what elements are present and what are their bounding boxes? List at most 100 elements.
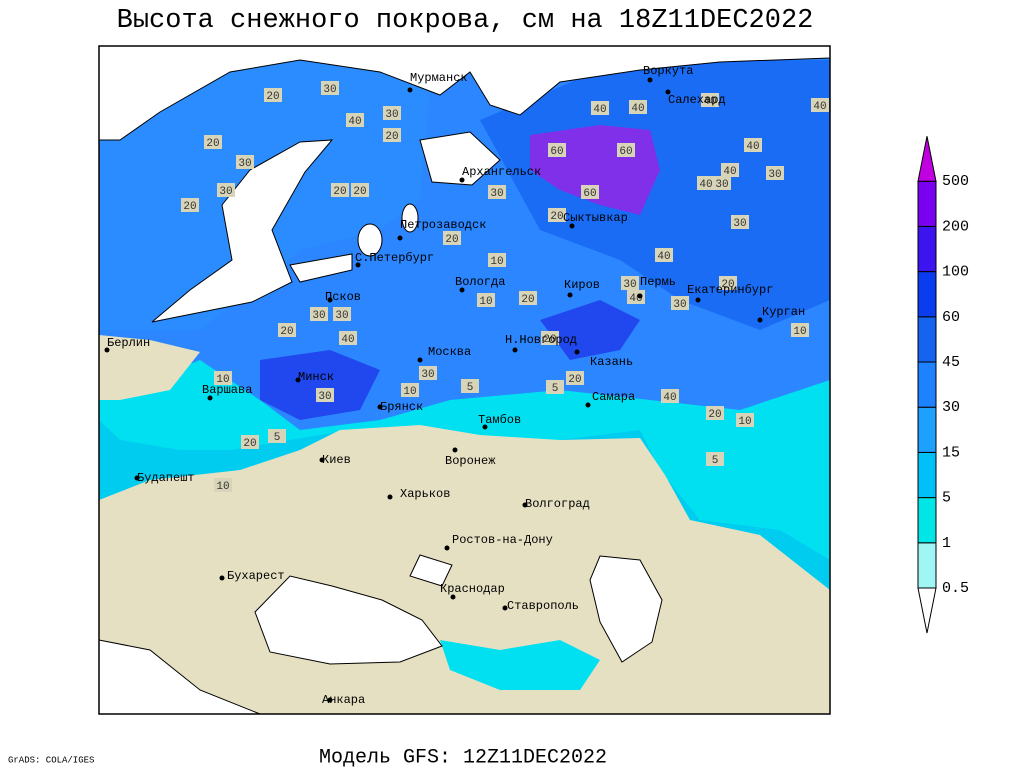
contour-label: 40: [593, 104, 606, 116]
city-dot: [459, 287, 465, 293]
contour-label-box: [791, 323, 809, 337]
contour-label: 10: [479, 296, 492, 308]
city-label: Екатеринбург: [687, 283, 773, 297]
contour-label: 30: [335, 310, 348, 322]
land: [99, 335, 200, 400]
contour-label: 20: [280, 326, 293, 338]
city-dot: [377, 404, 383, 410]
contour-label-box: [419, 366, 437, 380]
colorbar-label: 0.5: [942, 580, 969, 597]
contour-label: 40: [657, 251, 670, 263]
colorbar-label: 5: [942, 490, 951, 507]
contour-label-box: [214, 478, 232, 492]
city-dot: [417, 357, 423, 363]
colorbar-segment: [917, 225, 937, 273]
contour-label-box: [401, 383, 419, 397]
contour-label-box: [581, 185, 599, 199]
contour-label-box: [268, 429, 286, 443]
contour-label: 5: [274, 432, 281, 444]
contour-label: 30: [385, 109, 398, 121]
city-dot: [567, 292, 573, 298]
city-label: Будапешт: [137, 471, 195, 485]
colorbar-segment: [917, 542, 937, 589]
contour-label-box: [488, 185, 506, 199]
contour-label-box: [236, 155, 254, 169]
contour-label-box: [548, 208, 566, 222]
contour-label: 10: [490, 256, 503, 268]
colorbar-label: 100: [942, 264, 969, 281]
city-dot: [104, 347, 110, 353]
city-label: Воркута: [643, 64, 693, 78]
contour-label: 10: [793, 326, 806, 338]
contour-label: 30: [219, 186, 232, 198]
contour-label: 20: [543, 334, 556, 346]
sea: [289, 253, 353, 283]
city-label: Н.Новгород: [505, 333, 577, 347]
contour-label-box: [713, 176, 731, 190]
colorbar-label: 30: [942, 399, 960, 416]
contour-label: 30: [490, 188, 503, 200]
colorbar-segment: [917, 316, 937, 363]
city-dot: [387, 494, 393, 500]
contour-label-box: [321, 81, 339, 95]
contour-label-box: [629, 100, 647, 114]
contour-label: 30: [673, 299, 686, 311]
contour-label: 30: [323, 84, 336, 96]
contour-label-box: [566, 371, 584, 385]
contour-label: 30: [238, 158, 251, 170]
city-dot: [134, 475, 140, 481]
contour-label: 40: [663, 392, 676, 404]
contour-label: 10: [216, 374, 229, 386]
colorbar-label: 15: [942, 444, 960, 461]
contour-label-box: [204, 135, 222, 149]
city-label: Москва: [428, 345, 471, 359]
map-subtitle: Модель GFS: 12Z11DEC2022: [319, 746, 607, 768]
city-dot: [444, 545, 450, 551]
contour-label: 5: [552, 383, 559, 395]
contour-label-box: [766, 166, 784, 180]
map-title: Высота снежного покрова, см на 18Z11DEC2…: [117, 6, 814, 36]
city-dot: [450, 594, 456, 600]
contour-label-box: [721, 163, 739, 177]
contour-label-box: [214, 371, 232, 385]
city-label: Берлин: [107, 336, 150, 350]
city-dot: [637, 293, 643, 299]
city-dot: [502, 605, 508, 611]
contour-label-box: [627, 290, 645, 304]
contour-label: 40: [723, 166, 736, 178]
contour-label-box: [744, 138, 762, 152]
sea: [254, 575, 443, 665]
city-label: Харьков: [400, 487, 450, 501]
city-label: С.Петербург: [355, 251, 434, 265]
contour-label: 60: [583, 188, 596, 200]
contour-label-box: [241, 435, 259, 449]
contour-label-box: [264, 88, 282, 102]
city-dot: [219, 575, 225, 581]
city-label: Минск: [298, 370, 334, 384]
contour-label-box: [351, 183, 369, 197]
contour-label: 30: [715, 179, 728, 191]
contour-label: 20: [266, 91, 279, 103]
city-dot: [397, 235, 403, 241]
city-label: Салехард: [668, 93, 726, 107]
map: [98, 45, 831, 715]
contour-label: 30: [312, 310, 325, 322]
city-label: Петрозаводск: [400, 218, 486, 232]
colorbar-label: 45: [942, 354, 960, 371]
contour-label: 20: [445, 234, 458, 246]
city-dot: [459, 177, 465, 183]
sea: [589, 555, 663, 663]
contour-label: 5: [712, 455, 719, 467]
sea: [409, 554, 453, 587]
contour-label: 10: [216, 481, 229, 493]
colorbar-segment: [917, 180, 937, 227]
contour-label-box: [181, 198, 199, 212]
city-dot: [574, 349, 580, 355]
contour-label-box: [339, 331, 357, 345]
city-dot: [207, 395, 213, 401]
colorbar-segment: [917, 271, 937, 318]
contour-label-box: [519, 291, 537, 305]
